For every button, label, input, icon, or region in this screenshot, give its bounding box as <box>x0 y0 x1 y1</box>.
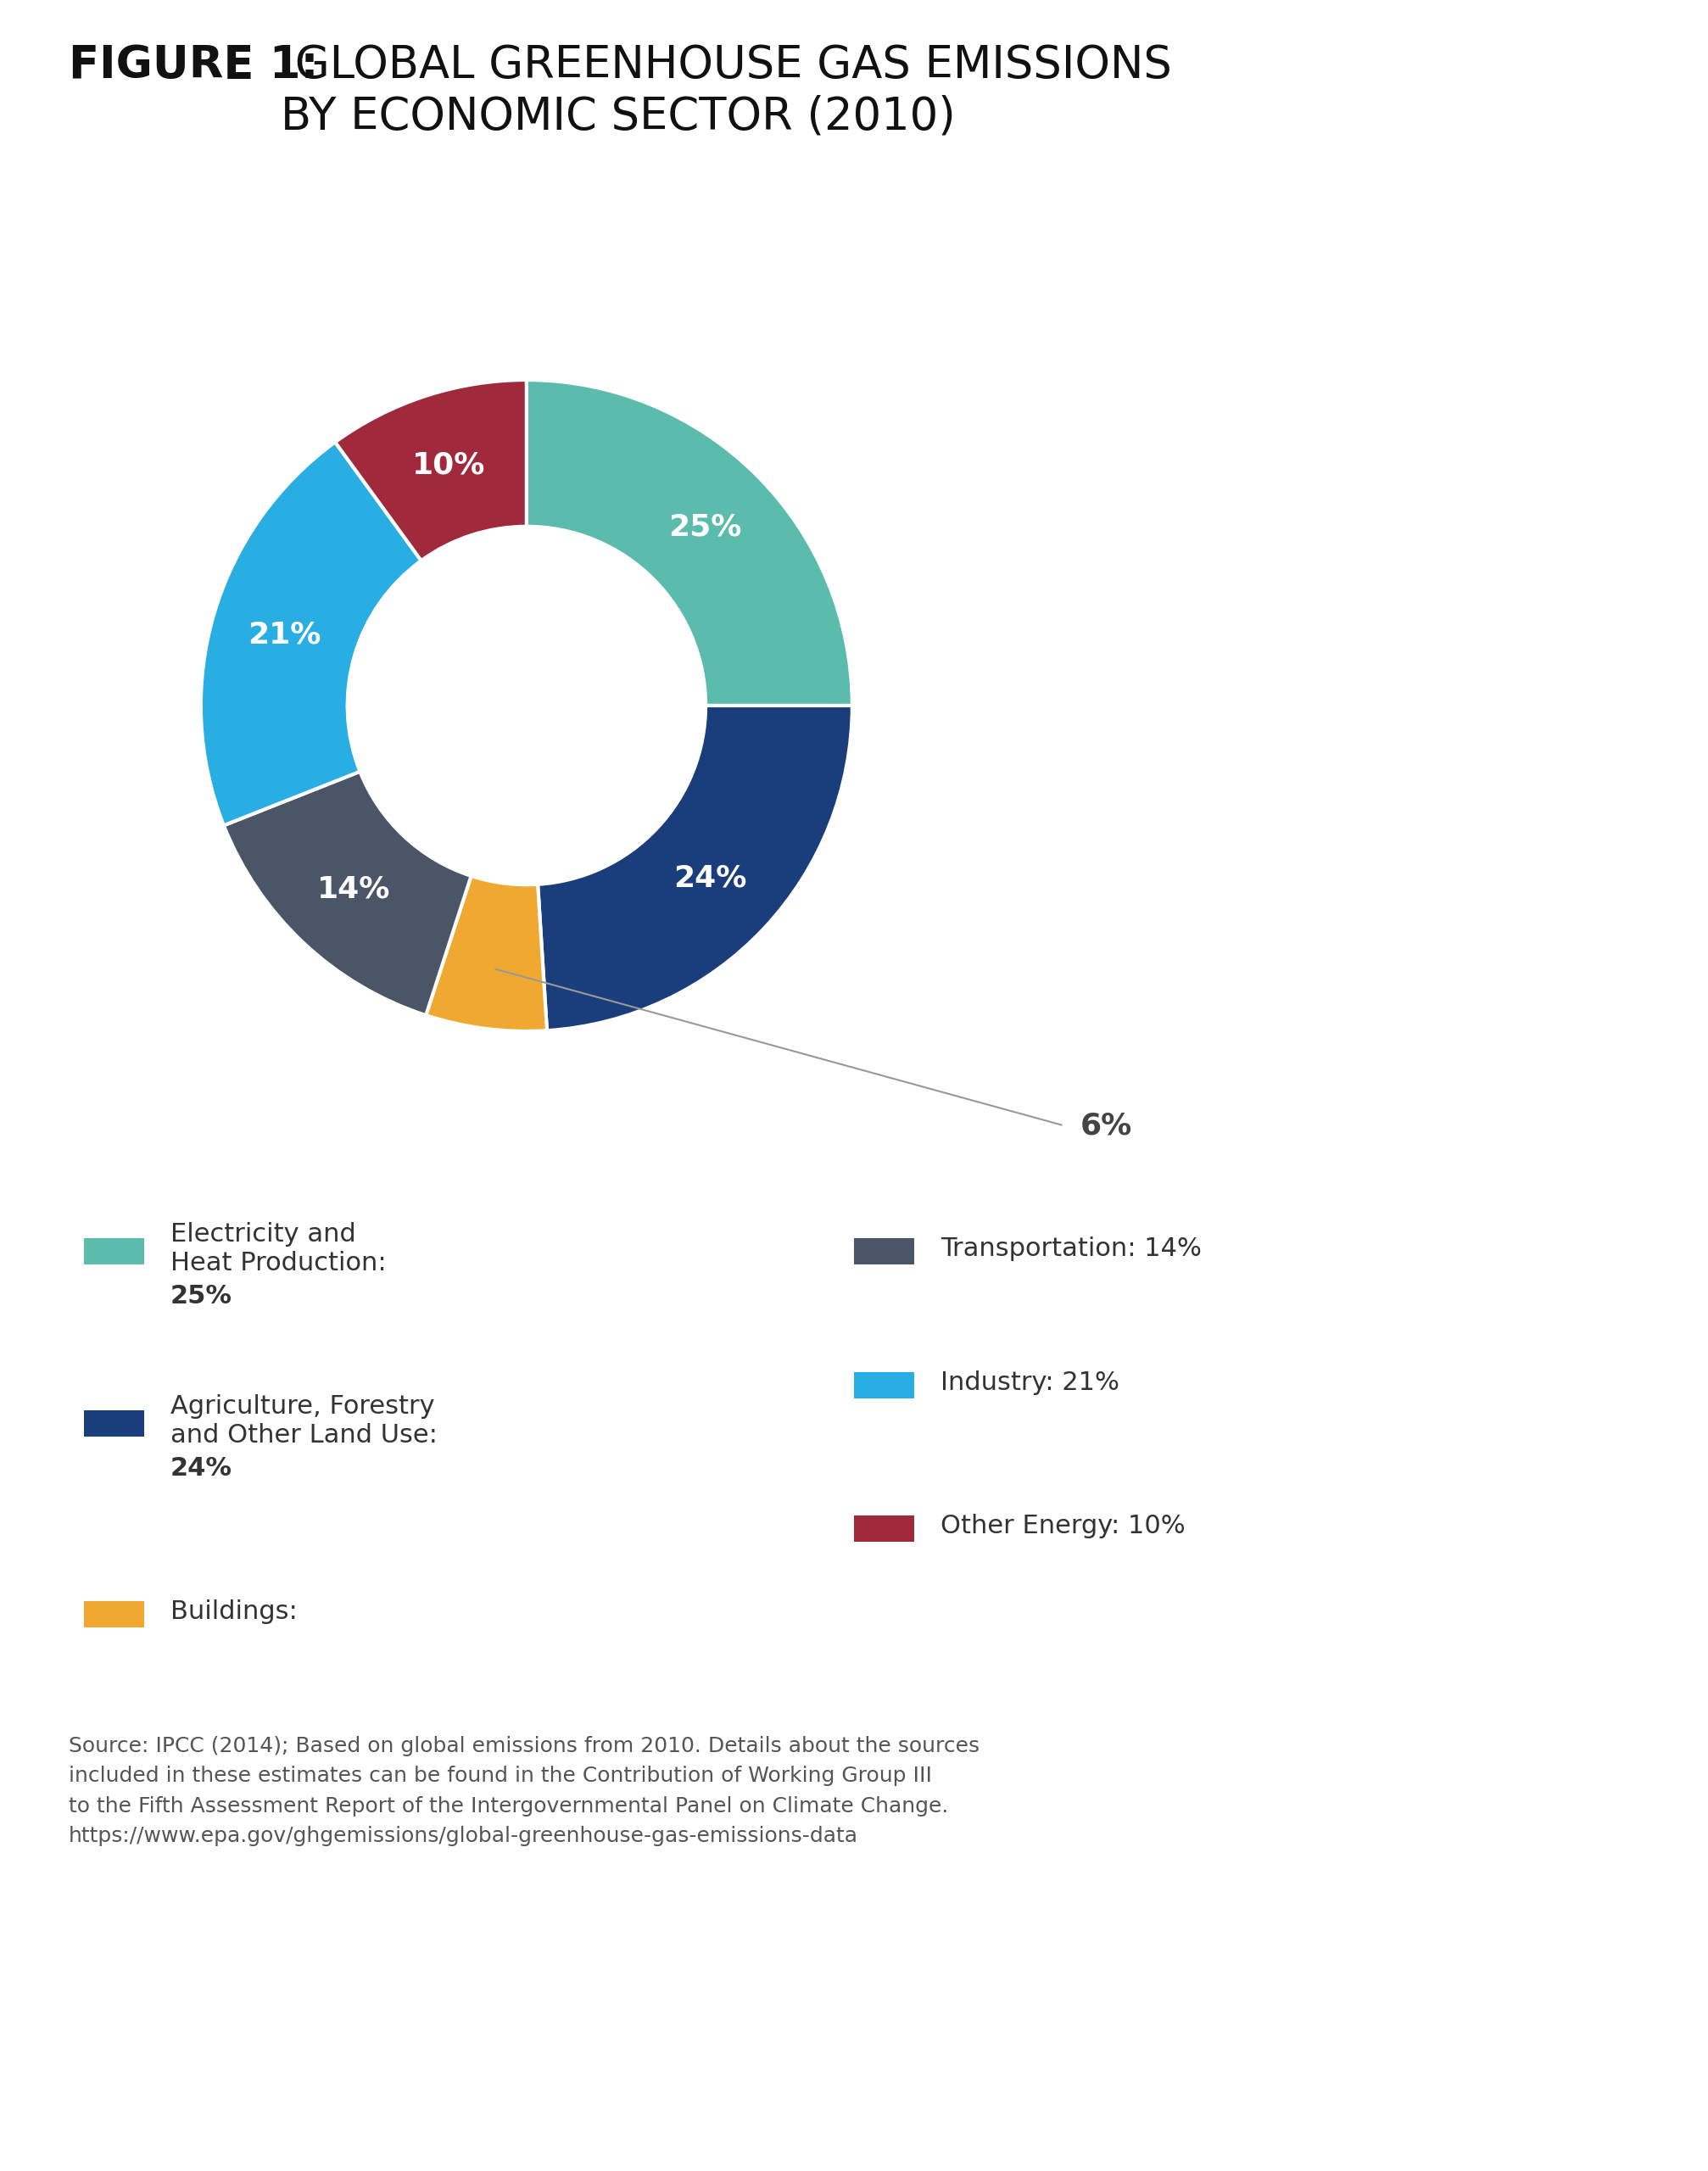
FancyBboxPatch shape <box>84 1411 145 1437</box>
FancyBboxPatch shape <box>854 1515 914 1541</box>
Text: Other Energy: 10%: Other Energy: 10% <box>941 1513 1185 1537</box>
FancyBboxPatch shape <box>854 1372 914 1398</box>
Text: 6%: 6% <box>1079 1112 1132 1140</box>
Text: GLOBAL GREENHOUSE GAS EMISSIONS
BY ECONOMIC SECTOR (2010): GLOBAL GREENHOUSE GAS EMISSIONS BY ECONO… <box>280 43 1172 139</box>
FancyBboxPatch shape <box>84 1602 145 1628</box>
Text: 24%: 24% <box>171 1457 232 1481</box>
Wedge shape <box>224 771 471 1016</box>
Text: Agriculture, Forestry
and Other Land Use:: Agriculture, Forestry and Other Land Use… <box>171 1394 446 1448</box>
Text: Industry: 21%: Industry: 21% <box>941 1370 1119 1394</box>
Text: Buildings:: Buildings: <box>171 1600 306 1624</box>
Text: 10%: 10% <box>412 452 485 480</box>
Text: Transportation: 14%: Transportation: 14% <box>941 1237 1201 1261</box>
Text: Electricity and
Heat Production:: Electricity and Heat Production: <box>171 1222 395 1274</box>
FancyBboxPatch shape <box>854 1237 914 1264</box>
Wedge shape <box>538 706 852 1031</box>
Text: Source: IPCC (2014); Based on global emissions from 2010. Details about the sour: Source: IPCC (2014); Based on global emi… <box>68 1737 979 1845</box>
Wedge shape <box>425 875 547 1031</box>
Wedge shape <box>202 443 422 825</box>
Text: 24%: 24% <box>675 864 746 892</box>
Text: 14%: 14% <box>318 875 391 903</box>
FancyBboxPatch shape <box>84 1237 145 1264</box>
Text: FIGURE 1:: FIGURE 1: <box>68 43 318 87</box>
Wedge shape <box>526 380 852 706</box>
Text: 25%: 25% <box>171 1285 232 1309</box>
Text: 25%: 25% <box>668 512 741 541</box>
Wedge shape <box>335 380 526 560</box>
Text: 21%: 21% <box>248 621 321 649</box>
